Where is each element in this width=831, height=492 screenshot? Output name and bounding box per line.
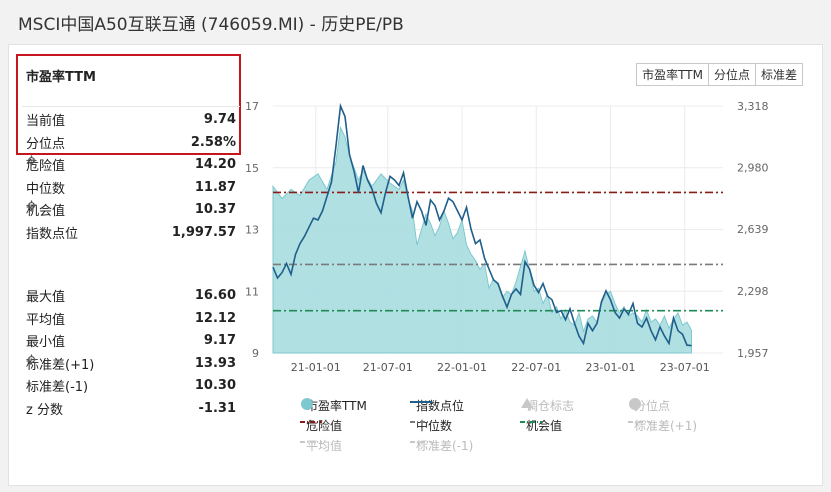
stat-value: 12.12 (194, 310, 236, 326)
stat-value: 1,997.57 (171, 224, 236, 240)
index-points-line (272, 102, 692, 347)
stat-value: -1.31 (198, 400, 236, 416)
legend-label: 中位数 (416, 419, 453, 433)
legend-item[interactable]: 分位点 (628, 397, 670, 414)
current-value-highlight (16, 54, 241, 155)
stat-row: 最小值 9.17 (26, 331, 236, 350)
legend-label: 平均值 (306, 439, 343, 453)
stat-label: 中位数 (26, 181, 66, 197)
stat-value: 14.20 (194, 157, 236, 172)
legend-label: 分位点 (634, 399, 671, 413)
stat-row: 机会值 10.37 (26, 200, 236, 219)
divider (22, 106, 240, 107)
stat-value: 13.93 (194, 355, 236, 371)
legend-label: 危险值 (306, 419, 343, 433)
stat-value: 9.74 (203, 112, 236, 127)
legend-label: 调仓标志 (526, 399, 575, 413)
legend-item[interactable]: 平均值 (300, 437, 342, 454)
stat-label: z 分数 (26, 402, 63, 418)
stat-row: 中位数 11.87 (26, 178, 236, 197)
legend-item[interactable]: 市盈率TTM (300, 397, 367, 414)
y-left-tick-label: 17 (245, 100, 259, 113)
stat-label: 最大值 (26, 290, 66, 305)
page-title: MSCI中国A50互联互通 (746059.MI) - 历史PE/PB (18, 15, 404, 35)
stat-value: 11.87 (194, 179, 236, 195)
stat-value: 9.17 (203, 333, 236, 348)
legend-item[interactable]: 中位数 (410, 417, 452, 434)
legend-item[interactable]: 标准差(+1) (628, 417, 697, 434)
stat-label: 标准差(+1) (26, 357, 95, 373)
stat-label: 当前值 (26, 114, 66, 129)
legend-item[interactable]: 调仓标志 (520, 397, 574, 414)
stat-row: 指数点位 1,997.57 (26, 223, 236, 242)
x-tick-label: 22-01-01 (437, 361, 487, 374)
y-right-tick-label: 1,957 (737, 347, 769, 360)
legend-item[interactable]: 机会值 (520, 417, 562, 434)
x-tick-label: 21-07-01 (363, 361, 413, 374)
legend-item[interactable]: 指数点位 (410, 397, 464, 414)
legend-item[interactable]: 标准差(-1) (410, 437, 473, 454)
legend-item[interactable]: 危险值 (300, 417, 342, 434)
stat-label: 标准差(-1) (26, 380, 89, 395)
stat-label: 机会值 (26, 204, 66, 219)
y-left-tick-label: 13 (245, 224, 259, 237)
stat-value: 10.30 (194, 378, 236, 393)
stat-row: 危险值 14.20 (26, 155, 236, 174)
stat-label: 最小值 (26, 335, 66, 350)
y-right-tick-label: 2,639 (737, 223, 769, 236)
stat-row: 当前值 9.74 (26, 110, 236, 129)
y-left-tick-label: 9 (252, 347, 259, 360)
y-left-tick-label: 11 (245, 285, 259, 298)
pe-ttm-area (272, 125, 692, 354)
y-left-tick-label: 15 (245, 162, 259, 175)
stat-row: 分位点 2.58% (26, 133, 236, 152)
stat-label: 分位点 (26, 136, 66, 152)
x-tick-label: 23-01-01 (586, 361, 636, 374)
x-tick-label: 22-07-01 (511, 361, 561, 374)
stat-value: 16.60 (194, 288, 236, 303)
metric-percentile-button[interactable]: 分位点 (707, 63, 756, 86)
stat-label: 平均值 (26, 312, 66, 328)
legend-label: 市盈率TTM (306, 399, 367, 413)
x-tick-label: 21-01-01 (291, 361, 341, 374)
x-tick-label: 23-07-01 (660, 361, 710, 374)
stat-value: 10.37 (194, 202, 236, 217)
legend-label: 机会值 (526, 419, 563, 433)
stat-label: 危险值 (26, 159, 66, 174)
metric-toggle-group: 市盈率TTM 分位点 标准差 (636, 63, 803, 86)
stat-row: 最大值 16.60 (26, 286, 236, 305)
stat-row: 标准差(+1) 13.93 (26, 353, 236, 373)
stats-heading: 市盈率TTM (26, 70, 96, 85)
y-right-tick-label: 2,980 (737, 161, 769, 174)
stat-row: 平均值 12.12 (26, 309, 236, 328)
y-right-tick-label: 3,318 (737, 100, 769, 113)
metric-stddev-button[interactable]: 标准差 (754, 63, 803, 86)
stat-row: 标准差(-1) 10.30 (26, 376, 236, 395)
stat-row: z 分数 -1.31 (26, 399, 236, 418)
stat-label: 指数点位 (26, 226, 79, 242)
stat-value: 2.58% (190, 134, 236, 150)
y-right-tick-label: 2,298 (737, 285, 769, 298)
